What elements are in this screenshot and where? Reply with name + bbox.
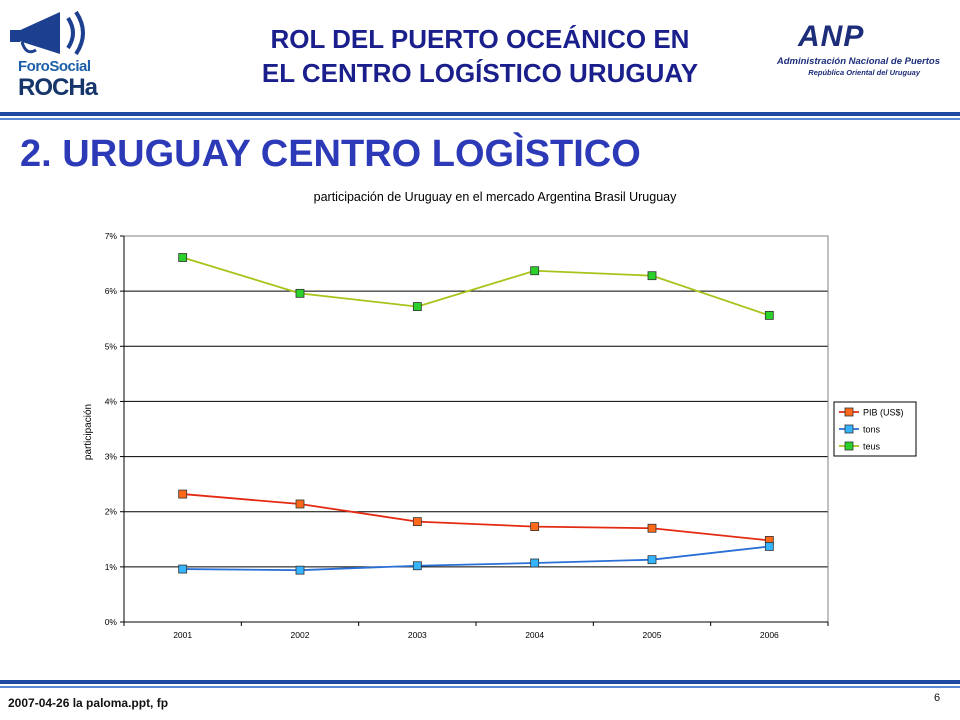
series-line-pib-us (182, 493, 770, 542)
y-tick-label: 2% (105, 507, 118, 517)
legend-label-teus: teus (863, 442, 881, 452)
header-title-line2: EL CENTRO LOGÍSTICO URUGUAY (261, 58, 699, 88)
data-point-pib-us (647, 523, 657, 533)
data-point-teus (647, 271, 657, 281)
footer-text: 2007-04-26 la paloma.ppt, fp (8, 696, 169, 710)
logo-text-forosocial: ForoSocial (18, 58, 91, 75)
header-title: ROL DEL PUERTO OCEÁNICO EN EL CENTRO LOG… (140, 22, 820, 90)
anp-logo-line2: República Oriental del Uruguay (808, 68, 920, 77)
x-tick-label: 2005 (643, 630, 662, 640)
header-rule (0, 112, 960, 116)
section-title: 2. URUGUAY CENTRO LOGÌSTICO (20, 133, 641, 175)
header-rule-thin (0, 118, 960, 120)
y-tick-label: 3% (105, 452, 118, 462)
chart-title: participación de Uruguay en el mercado A… (314, 190, 677, 204)
anp-logo-line1: Administración Nacional de Puertos (776, 56, 940, 67)
data-point-pib-us (295, 499, 305, 509)
legend-marker-tons (844, 424, 854, 434)
data-point-tons (764, 542, 774, 551)
legend-marker-pib-us (844, 407, 854, 417)
data-point-pib-us (530, 522, 540, 532)
data-point-teus (412, 302, 422, 311)
legend-label-tons: tons (863, 425, 881, 435)
chart-legend: PIB (US$) tons teus (833, 401, 917, 457)
foro-social-rocha-logo: ForoSocial ROCHa (8, 4, 118, 102)
series-line-tons (182, 545, 770, 572)
data-point-teus (764, 311, 774, 320)
data-point-pib-us (412, 517, 422, 527)
y-tick-label: 4% (105, 396, 118, 406)
y-tick-label: 1% (105, 562, 118, 572)
anp-logo: ANP Administración Nacional de Puertos R… (770, 20, 940, 82)
y-tick-label: 6% (105, 286, 118, 296)
megaphone-icon (10, 10, 85, 56)
y-axis-label: participación (83, 404, 94, 460)
y-tick-label: 0% (105, 617, 118, 627)
data-point-pib-us (178, 489, 188, 499)
x-tick-label: 2006 (760, 630, 779, 640)
data-point-tons (530, 558, 540, 568)
x-tick-label: 2002 (291, 630, 310, 640)
header-title-line1: ROL DEL PUERTO OCEÁNICO EN (270, 24, 690, 54)
chart-svg: participación de Uruguay en el mercado A… (83, 190, 917, 640)
legend-label-pib-us: PIB (US$) (863, 408, 904, 418)
data-point-teus (530, 266, 540, 276)
data-point-tons (647, 555, 657, 565)
data-point-teus (295, 288, 305, 298)
series-line-teus (182, 256, 770, 317)
y-tick-label: 7% (105, 231, 118, 241)
x-tick-label: 2004 (525, 630, 544, 640)
data-point-tons (295, 565, 305, 575)
logo-text-rocha: ROCHa (18, 74, 98, 101)
y-tick-label: 5% (105, 341, 118, 351)
legend-marker-teus (844, 441, 854, 451)
footer-rule (0, 680, 960, 684)
data-point-tons (412, 561, 422, 571)
x-tick-label: 2003 (408, 630, 427, 640)
line-chart: participación de Uruguay en el mercado A… (0, 180, 960, 650)
anp-logo-text: ANP (798, 20, 865, 53)
data-point-teus (178, 253, 188, 262)
x-tick-label: 2001 (173, 630, 192, 640)
footer-rule-thin (0, 686, 960, 688)
page-number: 6 (934, 692, 941, 704)
data-point-tons (178, 564, 188, 574)
